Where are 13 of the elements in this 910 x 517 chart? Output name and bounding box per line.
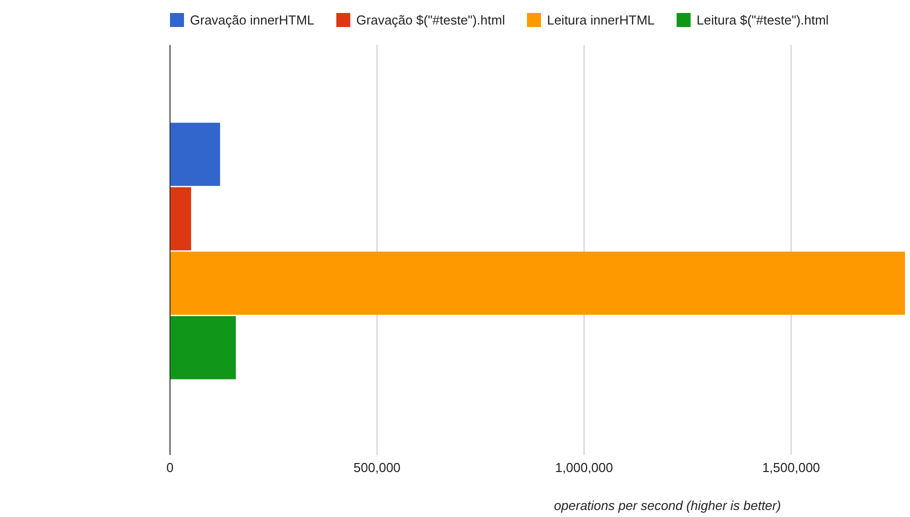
x-tick-label: 1,000,000 xyxy=(555,460,614,476)
bar xyxy=(170,187,192,250)
bar xyxy=(170,252,905,315)
bar xyxy=(170,122,220,186)
x-tick-label: 0 xyxy=(166,460,174,476)
legend-label: Leitura $("#teste").html xyxy=(696,12,829,28)
bar xyxy=(170,316,236,380)
x-tick-label: 500,000 xyxy=(354,460,401,476)
legend-label: Leitura innerHTML xyxy=(546,12,655,28)
legend-label: Gravação $("#teste").html xyxy=(356,12,506,28)
x-tick-label: 1,500,000 xyxy=(762,460,820,476)
x-axis-title: operations per second (higher is better) xyxy=(554,498,781,513)
legend-label: Gravação innerHTML xyxy=(190,12,314,28)
